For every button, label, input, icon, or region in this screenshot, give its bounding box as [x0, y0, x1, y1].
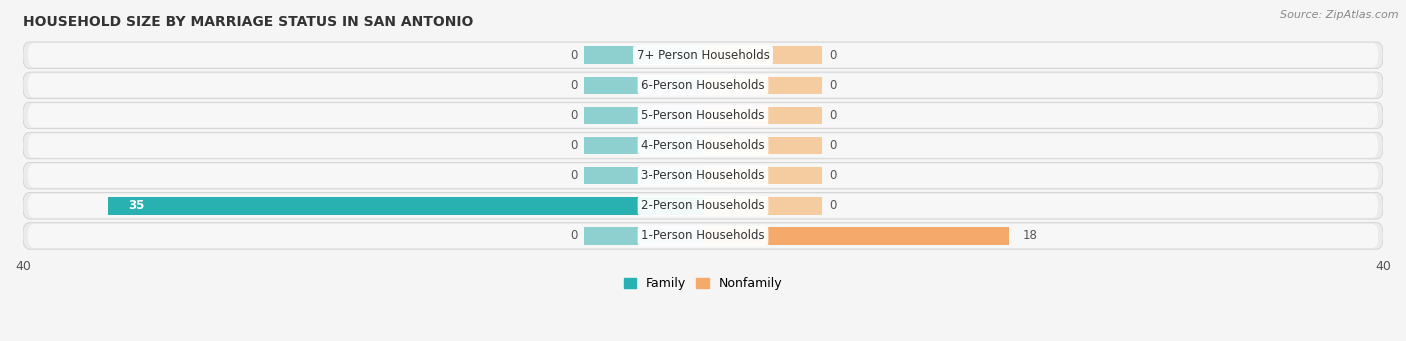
- Text: 0: 0: [828, 169, 837, 182]
- Text: 0: 0: [569, 139, 578, 152]
- FancyBboxPatch shape: [22, 162, 1384, 189]
- Text: 35: 35: [128, 199, 145, 212]
- FancyBboxPatch shape: [28, 103, 1378, 128]
- Text: 0: 0: [569, 109, 578, 122]
- Text: 0: 0: [569, 169, 578, 182]
- Text: 0: 0: [569, 229, 578, 242]
- Bar: [703, 107, 823, 124]
- Bar: [703, 137, 823, 154]
- Bar: [703, 46, 823, 64]
- FancyBboxPatch shape: [28, 224, 1378, 248]
- Text: 3-Person Households: 3-Person Households: [641, 169, 765, 182]
- Bar: [703, 227, 1010, 245]
- FancyBboxPatch shape: [22, 193, 1384, 219]
- FancyBboxPatch shape: [22, 132, 1384, 159]
- Text: 0: 0: [828, 79, 837, 92]
- Text: 5-Person Households: 5-Person Households: [641, 109, 765, 122]
- Bar: [583, 46, 703, 64]
- Bar: [703, 197, 823, 214]
- Text: 0: 0: [828, 139, 837, 152]
- Text: 0: 0: [828, 199, 837, 212]
- Text: 0: 0: [828, 109, 837, 122]
- Text: 1-Person Households: 1-Person Households: [641, 229, 765, 242]
- FancyBboxPatch shape: [28, 194, 1378, 218]
- Bar: [583, 197, 703, 214]
- Text: 4-Person Households: 4-Person Households: [641, 139, 765, 152]
- Legend: Family, Nonfamily: Family, Nonfamily: [619, 272, 787, 296]
- Text: 0: 0: [569, 79, 578, 92]
- Text: 18: 18: [1022, 229, 1038, 242]
- Text: 7+ Person Households: 7+ Person Households: [637, 49, 769, 62]
- Bar: [703, 167, 823, 184]
- Text: 0: 0: [569, 49, 578, 62]
- Text: HOUSEHOLD SIZE BY MARRIAGE STATUS IN SAN ANTONIO: HOUSEHOLD SIZE BY MARRIAGE STATUS IN SAN…: [22, 15, 474, 29]
- Text: Source: ZipAtlas.com: Source: ZipAtlas.com: [1281, 10, 1399, 20]
- Bar: [108, 197, 703, 214]
- FancyBboxPatch shape: [28, 134, 1378, 158]
- Bar: [583, 77, 703, 94]
- Bar: [703, 227, 823, 245]
- Bar: [703, 77, 823, 94]
- FancyBboxPatch shape: [28, 164, 1378, 188]
- Bar: [583, 137, 703, 154]
- FancyBboxPatch shape: [22, 72, 1384, 99]
- FancyBboxPatch shape: [22, 223, 1384, 249]
- FancyBboxPatch shape: [28, 43, 1378, 67]
- Bar: [583, 107, 703, 124]
- Text: 0: 0: [828, 49, 837, 62]
- FancyBboxPatch shape: [22, 42, 1384, 69]
- Text: 6-Person Households: 6-Person Households: [641, 79, 765, 92]
- FancyBboxPatch shape: [22, 102, 1384, 129]
- Bar: [583, 227, 703, 245]
- Text: 2-Person Households: 2-Person Households: [641, 199, 765, 212]
- Bar: [583, 167, 703, 184]
- FancyBboxPatch shape: [28, 73, 1378, 98]
